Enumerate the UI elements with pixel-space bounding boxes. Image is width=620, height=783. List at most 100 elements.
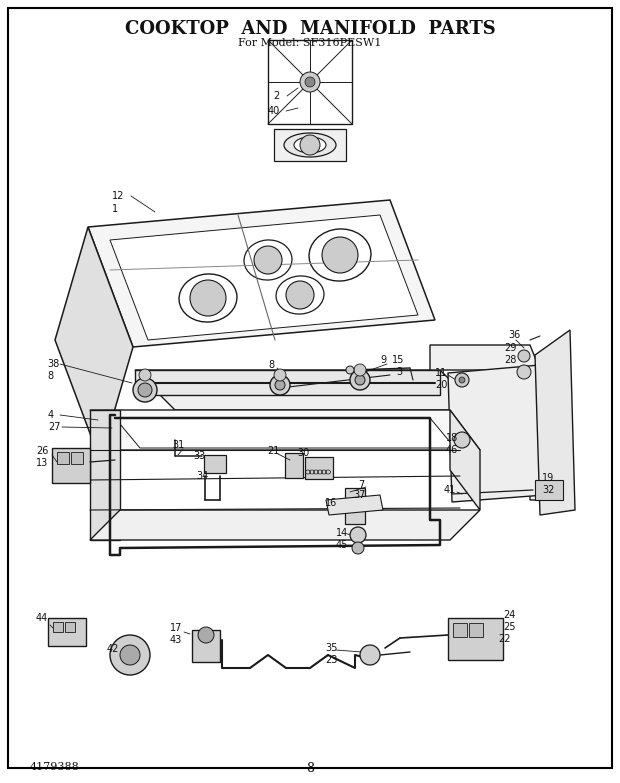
Polygon shape <box>88 200 435 347</box>
Circle shape <box>120 645 140 665</box>
Text: 26: 26 <box>36 446 48 456</box>
Circle shape <box>518 350 530 362</box>
Text: 16: 16 <box>325 498 337 508</box>
Circle shape <box>355 375 365 385</box>
Text: 31: 31 <box>172 440 184 450</box>
Circle shape <box>138 383 152 397</box>
Text: 3: 3 <box>396 367 402 377</box>
Polygon shape <box>55 227 133 460</box>
Circle shape <box>198 627 214 643</box>
Text: 38: 38 <box>47 359 60 369</box>
Polygon shape <box>135 370 440 395</box>
Circle shape <box>354 364 366 376</box>
Text: 1: 1 <box>112 204 118 214</box>
Ellipse shape <box>276 276 324 314</box>
Text: 20: 20 <box>435 380 448 390</box>
Text: 40: 40 <box>268 106 280 116</box>
Text: 9: 9 <box>380 355 386 365</box>
Text: For Model: SF316PESW1: For Model: SF316PESW1 <box>238 38 382 48</box>
Polygon shape <box>90 510 480 540</box>
Text: 24: 24 <box>503 610 515 620</box>
Polygon shape <box>115 418 455 448</box>
Text: 34: 34 <box>196 471 208 481</box>
Polygon shape <box>135 370 480 410</box>
Circle shape <box>350 527 366 543</box>
Polygon shape <box>326 495 383 515</box>
Ellipse shape <box>179 274 237 322</box>
Text: 28: 28 <box>504 355 516 365</box>
Circle shape <box>275 380 285 390</box>
Circle shape <box>305 77 315 87</box>
Circle shape <box>459 377 465 383</box>
Bar <box>48 618 86 646</box>
Circle shape <box>274 369 286 381</box>
Circle shape <box>286 281 314 309</box>
Text: 22: 22 <box>498 634 510 644</box>
Text: 8: 8 <box>306 762 314 775</box>
Text: 21: 21 <box>267 446 280 456</box>
Circle shape <box>254 246 282 274</box>
Bar <box>285 453 303 478</box>
Text: 12: 12 <box>112 191 125 201</box>
Bar <box>71 452 83 464</box>
Circle shape <box>350 370 370 390</box>
Circle shape <box>454 432 470 448</box>
Text: 44: 44 <box>36 613 48 623</box>
Text: 35: 35 <box>325 643 337 653</box>
Text: 45: 45 <box>336 540 348 550</box>
Bar <box>52 448 90 483</box>
Polygon shape <box>430 345 540 500</box>
Text: 30: 30 <box>297 448 309 458</box>
Circle shape <box>300 72 320 92</box>
Text: 7: 7 <box>358 480 365 490</box>
Text: 46: 46 <box>446 445 458 455</box>
Circle shape <box>346 366 354 374</box>
Text: 14: 14 <box>336 528 348 538</box>
Text: 36: 36 <box>508 330 520 340</box>
Ellipse shape <box>294 137 326 153</box>
Text: 8: 8 <box>268 360 274 370</box>
Polygon shape <box>90 410 480 450</box>
Bar <box>535 480 563 500</box>
Text: 19: 19 <box>542 473 554 483</box>
Bar <box>345 488 365 524</box>
Text: 13: 13 <box>36 458 48 468</box>
Text: 15: 15 <box>392 355 404 365</box>
Bar <box>65 622 75 632</box>
Text: 8: 8 <box>47 371 53 381</box>
Circle shape <box>300 135 320 155</box>
Text: 43: 43 <box>170 635 182 645</box>
Polygon shape <box>535 330 575 515</box>
Bar <box>469 623 483 637</box>
Ellipse shape <box>309 229 371 281</box>
Text: 25: 25 <box>503 622 515 632</box>
Circle shape <box>110 635 150 675</box>
Circle shape <box>517 365 531 379</box>
Polygon shape <box>90 410 120 540</box>
Circle shape <box>455 373 469 387</box>
Bar <box>448 618 503 660</box>
Circle shape <box>139 369 151 381</box>
Text: 32: 32 <box>542 485 554 495</box>
Text: 11: 11 <box>435 368 447 378</box>
Polygon shape <box>110 215 418 340</box>
Bar <box>57 452 69 464</box>
Text: 33: 33 <box>193 451 205 461</box>
Circle shape <box>322 237 358 273</box>
Circle shape <box>270 375 290 395</box>
Text: COOKTOP  AND  MANIFOLD  PARTS: COOKTOP AND MANIFOLD PARTS <box>125 20 495 38</box>
Text: 2: 2 <box>273 91 279 101</box>
Circle shape <box>360 645 380 665</box>
Bar <box>204 455 226 473</box>
Circle shape <box>352 542 364 554</box>
Polygon shape <box>448 365 545 502</box>
Ellipse shape <box>244 240 292 280</box>
Text: 42: 42 <box>107 644 120 654</box>
Polygon shape <box>268 40 352 124</box>
Bar <box>453 623 467 637</box>
Text: 17: 17 <box>170 623 182 633</box>
Text: 4179388: 4179388 <box>30 762 80 772</box>
Bar <box>53 622 63 632</box>
Ellipse shape <box>284 133 336 157</box>
Text: 4: 4 <box>48 410 54 420</box>
